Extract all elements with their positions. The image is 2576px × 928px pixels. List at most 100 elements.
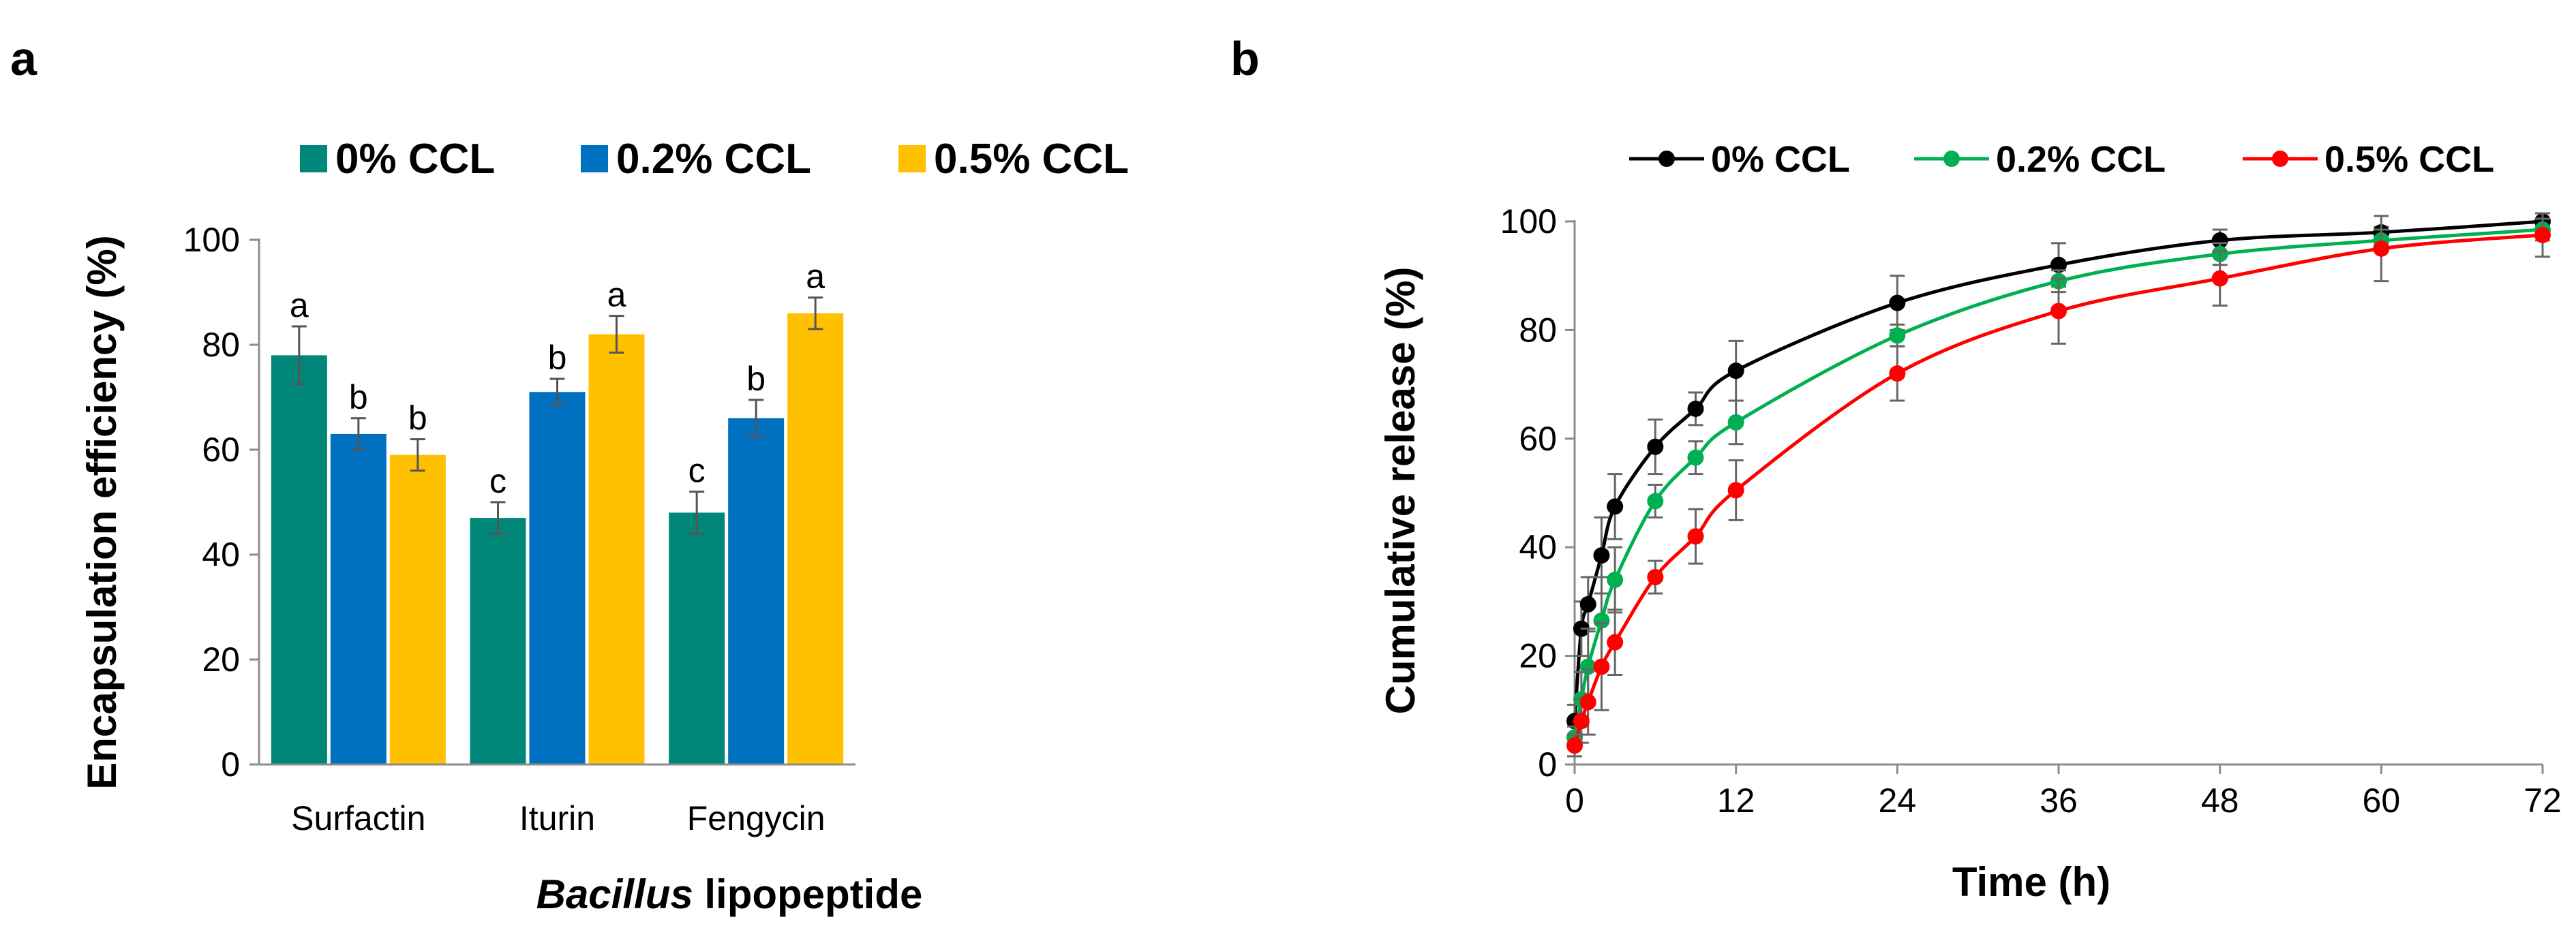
line-chart-x-tick-label: 24 <box>1879 782 1917 820</box>
line-chart-x-tick-label: 0 <box>1565 782 1584 820</box>
data-point <box>1647 493 1664 510</box>
bar-chart-x-axis-title-italic: Bacillus <box>536 871 693 917</box>
line-chart-y-axis-title: Cumulative release (%) <box>1378 267 1423 715</box>
significance-letter: a <box>806 258 825 296</box>
bar-chart-category-label: Fengycin <box>687 799 825 837</box>
legend-marker <box>1943 151 1960 167</box>
data-point <box>2211 270 2228 287</box>
legend-label: 0.2% CCL <box>616 136 811 183</box>
bar <box>389 454 446 764</box>
line-chart-cumulative-release: 0% CCL 0.2% CCL 0.5% CCL 0 20 40 60 80 100 0 12 24… <box>1378 139 2562 905</box>
bar <box>787 313 844 764</box>
line-chart-axes: 0 20 40 60 80 100 0 12 24 36 48 60 72 <box>1500 202 2562 820</box>
significance-letter: b <box>349 378 368 416</box>
bar-chart-y-axis-title: Encapsulation efficiency (%) <box>79 235 125 790</box>
bar-chart-y-tick-label: 20 <box>202 640 240 679</box>
data-point <box>1593 658 1610 675</box>
bar-chart-y-tick-label: 40 <box>202 536 240 574</box>
significance-letter: b <box>548 339 567 377</box>
legend-marker <box>1658 151 1675 167</box>
significance-letter: a <box>290 286 309 324</box>
data-point <box>1889 294 1906 311</box>
data-point <box>2534 226 2551 243</box>
line-chart-x-tick-label: 12 <box>1717 782 1755 820</box>
significance-letter: b <box>746 360 766 398</box>
series-line <box>1573 219 2543 722</box>
legend-label: 0% CCL <box>335 136 495 183</box>
series-line <box>1573 228 2543 738</box>
bar <box>470 518 526 764</box>
legend-swatch <box>300 145 327 172</box>
data-point <box>1579 694 1596 711</box>
data-point <box>1687 528 1704 545</box>
data-point <box>1593 612 1610 629</box>
significance-letter: c <box>688 452 706 490</box>
panel-b-letter: b <box>1230 32 1260 85</box>
line-chart-series <box>1566 212 2551 758</box>
bar <box>728 418 785 764</box>
bar-chart-y-tick-label: 0 <box>221 745 240 784</box>
line-series <box>1566 212 2551 758</box>
legend-swatch <box>898 145 926 172</box>
data-point <box>1727 482 1744 499</box>
data-point <box>2373 240 2390 257</box>
bar <box>669 512 725 764</box>
bar-chart-encapsulation-efficiency: 0% CCL 0.2% CCL 0.5% CCL a b b c b a c b a 0 20 40 60… <box>79 136 1129 917</box>
data-point <box>1579 658 1596 675</box>
line-chart-y-tick-label: 20 <box>1519 637 1557 675</box>
bar <box>529 392 586 764</box>
bar-chart-y-tick-label: 100 <box>183 221 240 259</box>
bar-chart-y-tick-label: 80 <box>202 326 240 364</box>
data-point <box>1727 362 1744 380</box>
bar-chart-axes: 0 20 40 60 80 100 Surfactin Iturin Fengycin <box>183 221 855 837</box>
significance-letter: a <box>607 276 626 314</box>
data-point <box>2050 303 2067 320</box>
line-chart-y-tick-label: 0 <box>1538 745 1557 784</box>
line-chart-y-tick-label: 60 <box>1519 420 1557 458</box>
data-point <box>1687 449 1704 466</box>
legend-label: 0.5% CCL <box>2324 139 2494 180</box>
bar-chart-bars: a b b c b a c b a <box>271 258 844 765</box>
data-point <box>1889 365 1906 382</box>
bar-chart-y-tick-label: 60 <box>202 431 240 469</box>
data-point <box>1607 572 1624 589</box>
bar <box>330 433 387 764</box>
panel-a-letter: a <box>10 32 37 85</box>
bar-chart-category-label: Iturin <box>519 799 595 837</box>
significance-letter: c <box>489 462 506 500</box>
data-point <box>1647 569 1664 586</box>
line-chart-x-tick-label: 48 <box>2201 782 2239 820</box>
data-point <box>1566 737 1583 754</box>
bar-chart-x-axis-title: Bacillus lipopeptide <box>536 871 923 917</box>
data-point <box>1607 634 1624 651</box>
legend-marker <box>2272 151 2288 167</box>
bar <box>588 334 645 765</box>
legend-swatch <box>581 145 608 172</box>
line-chart-y-tick-label: 80 <box>1519 311 1557 349</box>
data-point <box>2050 256 2067 273</box>
line-chart-legend: 0% CCL 0.2% CCL 0.5% CCL <box>1629 139 2494 180</box>
data-point <box>1889 327 1906 344</box>
bar-chart-legend: 0% CCL 0.2% CCL 0.5% CCL <box>300 136 1129 183</box>
line-chart-x-tick-label: 60 <box>2363 782 2401 820</box>
line-chart-x-tick-label: 36 <box>2040 782 2078 820</box>
bar <box>271 355 327 764</box>
data-point <box>1579 596 1596 613</box>
line-chart-y-tick-label: 40 <box>1519 528 1557 566</box>
data-point <box>1727 414 1744 431</box>
legend-label: 0.2% CCL <box>1996 139 2166 180</box>
bar-chart-x-axis-title-rest: lipopeptide <box>693 871 923 917</box>
data-point <box>1647 438 1664 455</box>
legend-label: 0% CCL <box>1711 139 1850 180</box>
data-point <box>1607 498 1624 515</box>
line-chart-x-axis-title: Time (h) <box>1952 859 2110 905</box>
data-point <box>1687 400 1704 417</box>
data-point <box>2211 232 2228 249</box>
bar-chart-category-label: Surfactin <box>291 799 425 837</box>
line-chart-y-tick-label: 100 <box>1500 202 1557 241</box>
legend-label: 0.5% CCL <box>934 136 1129 183</box>
significance-letter: b <box>408 399 427 437</box>
data-point <box>1593 547 1610 564</box>
line-chart-x-tick-label: 72 <box>2524 782 2562 820</box>
